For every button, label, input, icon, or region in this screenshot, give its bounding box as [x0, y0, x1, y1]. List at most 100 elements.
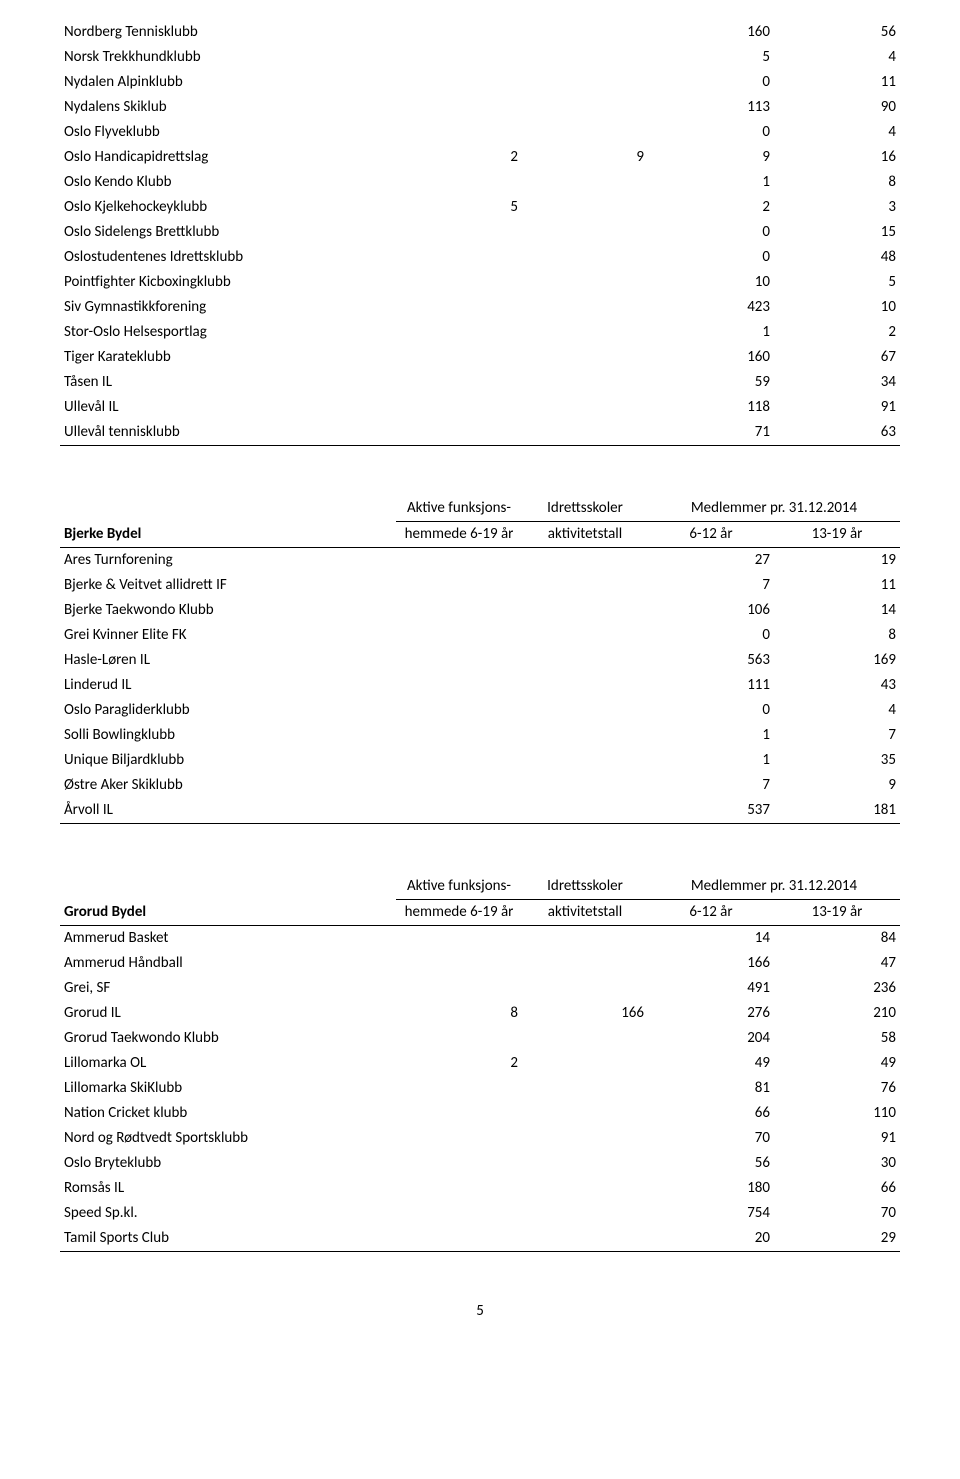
row-value: 10 — [648, 270, 774, 295]
row-value — [522, 345, 648, 370]
row-value: 70 — [648, 1126, 774, 1151]
row-value: 7 — [774, 723, 900, 748]
table-row: Oslo Bryteklubb5630 — [60, 1151, 900, 1176]
row-value: 4 — [774, 698, 900, 723]
row-value: 14 — [648, 926, 774, 952]
row-name: Oslostudentenes Idrettsklubb — [60, 245, 396, 270]
row-name: Speed Sp.kl. — [60, 1201, 396, 1226]
row-value: 2 — [396, 1051, 522, 1076]
row-value — [522, 120, 648, 145]
row-value: 754 — [648, 1201, 774, 1226]
row-value — [522, 1226, 648, 1252]
table-row: Oslo Paragliderklubb04 — [60, 698, 900, 723]
row-value — [396, 420, 522, 446]
row-value — [396, 976, 522, 1001]
row-value: 9 — [774, 773, 900, 798]
row-value — [522, 220, 648, 245]
table-row: Pointfighter Kicboxingklubb105 — [60, 270, 900, 295]
table-row: Lillomarka SkiKlubb8176 — [60, 1076, 900, 1101]
table-row: Siv Gymnastikkforening42310 — [60, 295, 900, 320]
row-name: Grorud IL — [60, 1001, 396, 1026]
row-name: Tåsen IL — [60, 370, 396, 395]
row-value — [522, 245, 648, 270]
row-value — [396, 1176, 522, 1201]
header-col-b-line2: aktivitetstall — [522, 900, 648, 926]
row-value: 106 — [648, 598, 774, 623]
header-col-b-line1: Idrettsskoler — [522, 874, 648, 900]
header-col-d-line2: 13-19 år — [774, 900, 900, 926]
row-value — [396, 748, 522, 773]
row-value — [522, 395, 648, 420]
row-value — [396, 1076, 522, 1101]
row-name: Grei Kvinner Elite FK — [60, 623, 396, 648]
row-name: Ullevål IL — [60, 395, 396, 420]
row-value — [396, 70, 522, 95]
table-row: Nydalens Skiklub11390 — [60, 95, 900, 120]
table-row: Oslostudentenes Idrettsklubb048 — [60, 245, 900, 270]
row-value — [522, 1126, 648, 1151]
row-value: 2 — [774, 320, 900, 345]
row-value — [522, 773, 648, 798]
table-row: Ammerud Håndball16647 — [60, 951, 900, 976]
row-name: Oslo Paragliderklubb — [60, 698, 396, 723]
row-value: 71 — [648, 420, 774, 446]
row-value: 56 — [648, 1151, 774, 1176]
row-value: 15 — [774, 220, 900, 245]
row-value: 160 — [648, 345, 774, 370]
row-value: 1 — [648, 170, 774, 195]
row-value — [522, 70, 648, 95]
row-value — [396, 320, 522, 345]
row-value: 236 — [774, 976, 900, 1001]
continuation-table: Nordberg Tennisklubb16056Norsk Trekkhund… — [60, 20, 900, 446]
row-value — [522, 1151, 648, 1176]
row-value — [522, 1076, 648, 1101]
row-value: 43 — [774, 673, 900, 698]
row-value: 0 — [648, 220, 774, 245]
row-value — [522, 648, 648, 673]
row-value: 3 — [774, 195, 900, 220]
row-value: 210 — [774, 1001, 900, 1026]
table-row: Bjerke Taekwondo Klubb10614 — [60, 598, 900, 623]
row-value — [396, 1026, 522, 1051]
row-value: 56 — [774, 20, 900, 45]
row-value — [522, 195, 648, 220]
row-value: 76 — [774, 1076, 900, 1101]
row-value: 90 — [774, 95, 900, 120]
header-members-line1: Medlemmer pr. 31.12.2014 — [648, 874, 900, 900]
row-value: 47 — [774, 951, 900, 976]
row-value: 9 — [522, 145, 648, 170]
row-name: Linderud IL — [60, 673, 396, 698]
row-value — [522, 951, 648, 976]
row-name: Hasle-Løren IL — [60, 648, 396, 673]
row-value — [396, 345, 522, 370]
row-value — [396, 170, 522, 195]
row-name: Oslo Sidelengs Brettklubb — [60, 220, 396, 245]
header-col-a-line1: Aktive funksjons- — [396, 874, 522, 900]
row-value: 563 — [648, 648, 774, 673]
row-name: Oslo Kjelkehockeyklubb — [60, 195, 396, 220]
row-value — [396, 723, 522, 748]
row-value: 84 — [774, 926, 900, 952]
table-row: Ares Turnforening2719 — [60, 548, 900, 574]
row-value — [522, 95, 648, 120]
row-name: Oslo Bryteklubb — [60, 1151, 396, 1176]
row-value: 49 — [648, 1051, 774, 1076]
row-name: Unique Biljardklubb — [60, 748, 396, 773]
row-value: 169 — [774, 648, 900, 673]
row-value — [522, 1176, 648, 1201]
header-col-a-line2: hemmede 6-19 år — [396, 900, 522, 926]
row-value — [396, 1101, 522, 1126]
row-value — [522, 420, 648, 446]
row-value: 2 — [648, 195, 774, 220]
row-value — [522, 295, 648, 320]
table-row: Oslo Kjelkehockeyklubb523 — [60, 195, 900, 220]
table-row: Oslo Flyveklubb04 — [60, 120, 900, 145]
row-name: Nydalens Skiklub — [60, 95, 396, 120]
row-value: 5 — [774, 270, 900, 295]
row-value: 27 — [648, 548, 774, 574]
row-value — [522, 1051, 648, 1076]
table-row: Nord og Rødtvedt Sportsklubb7091 — [60, 1126, 900, 1151]
table-row: Grei Kvinner Elite FK08 — [60, 623, 900, 648]
row-value: 11 — [774, 70, 900, 95]
row-value — [396, 1151, 522, 1176]
